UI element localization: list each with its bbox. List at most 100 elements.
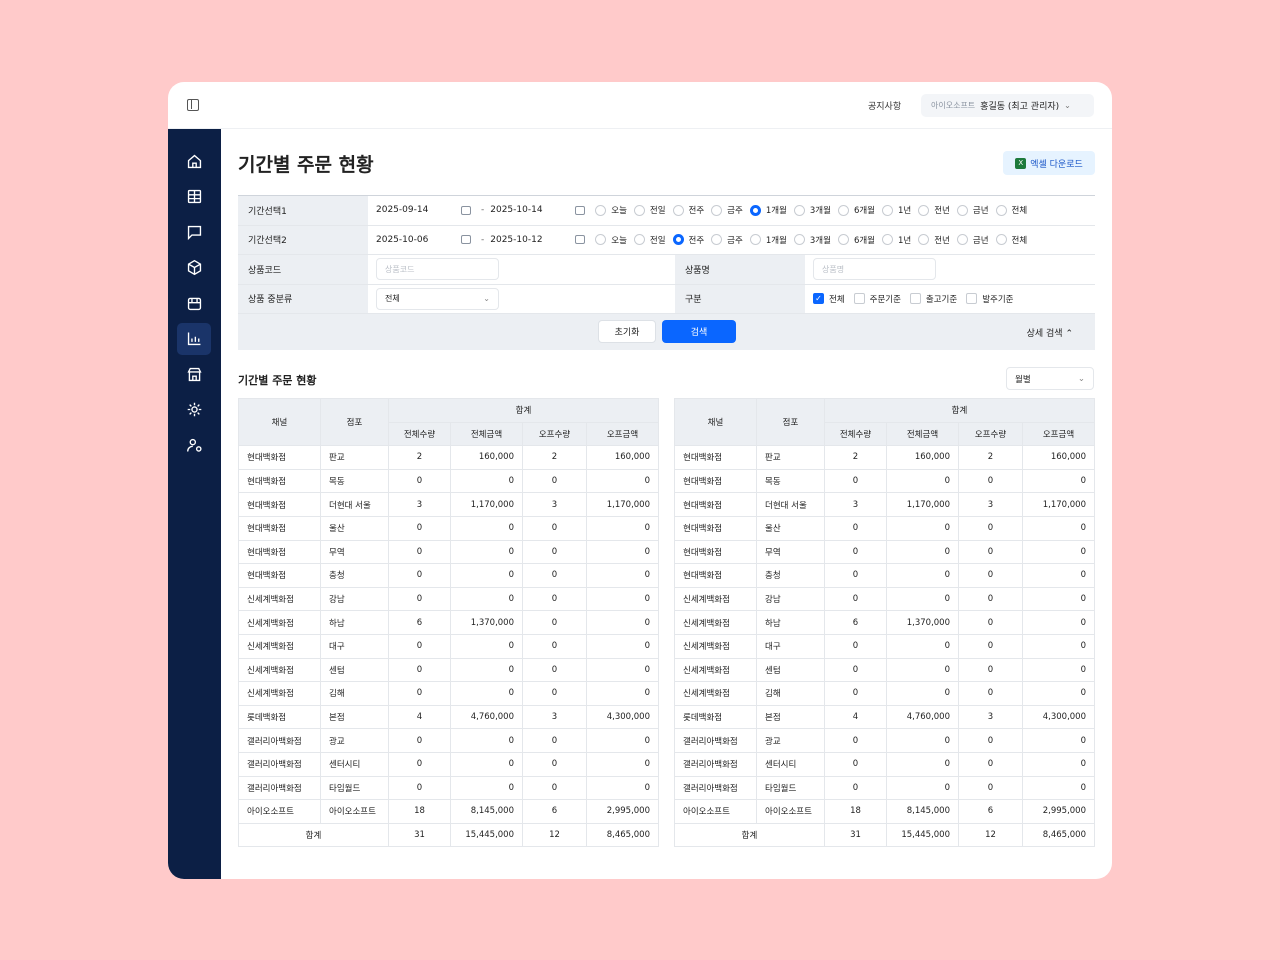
radio-icon[interactable] bbox=[749, 234, 761, 246]
checkbox-icon[interactable]: ✓ bbox=[813, 293, 824, 305]
checkbox-icon[interactable] bbox=[966, 293, 978, 305]
table-cell: 0 bbox=[450, 775, 523, 801]
period1-option[interactable]: 전년 bbox=[918, 204, 950, 216]
radio-icon[interactable] bbox=[633, 234, 645, 246]
radio-icon[interactable] bbox=[672, 234, 684, 246]
checkbox-icon[interactable] bbox=[909, 293, 921, 305]
period2-option[interactable]: 전년 bbox=[918, 234, 950, 246]
radio-icon[interactable] bbox=[837, 234, 849, 246]
table-cell: 현대백화점 bbox=[674, 468, 757, 494]
table-cell: 신세계백화점 bbox=[674, 633, 757, 659]
radio-icon[interactable] bbox=[711, 234, 723, 246]
total-cell: 8,465,000 bbox=[586, 822, 659, 848]
calendar-icon[interactable] bbox=[461, 205, 471, 215]
table-cell: 0 bbox=[1022, 468, 1095, 494]
detail-search-toggle[interactable]: 상세 검색 ⌃ bbox=[1027, 326, 1073, 339]
sidebar-item-home[interactable] bbox=[177, 145, 211, 177]
radio-icon[interactable] bbox=[793, 234, 805, 246]
radio-icon[interactable] bbox=[956, 234, 968, 246]
period2-option[interactable]: 전체 bbox=[995, 234, 1027, 246]
sidebar-item-chat[interactable] bbox=[177, 216, 211, 248]
table-cell: 8,145,000 bbox=[450, 799, 523, 824]
radio-icon[interactable] bbox=[995, 234, 1007, 246]
radio-icon[interactable] bbox=[995, 204, 1007, 216]
detail-search-label: 상세 검색 bbox=[1026, 329, 1063, 339]
sidebar-item-store[interactable] bbox=[177, 358, 211, 390]
radio-icon[interactable] bbox=[749, 204, 761, 216]
period1-option[interactable]: 전체 bbox=[995, 204, 1027, 216]
period1-option[interactable]: 6개월 bbox=[837, 204, 875, 216]
table-cell: 0 bbox=[586, 563, 659, 588]
period1-option[interactable]: 금주 bbox=[711, 204, 743, 216]
radio-icon[interactable] bbox=[882, 234, 893, 246]
user-menu[interactable]: 아이오소프트 홍길동 (최고 관리자) ⌄ bbox=[921, 94, 1094, 117]
radio-icon[interactable] bbox=[793, 204, 805, 216]
period1-from-date[interactable]: 2025-09-14 bbox=[376, 205, 429, 216]
sidebar-toggle-icon[interactable] bbox=[187, 99, 199, 111]
search-button[interactable]: 검색 bbox=[662, 320, 736, 343]
radio-icon[interactable] bbox=[837, 204, 849, 216]
sidebar-item-gear[interactable] bbox=[177, 394, 211, 426]
calendar-icon[interactable] bbox=[575, 235, 586, 245]
category-select[interactable]: 전체 ⌄ bbox=[376, 287, 499, 310]
product-code-input[interactable]: 상품코드 bbox=[376, 258, 499, 281]
period2-from-date[interactable]: 2025-10-06 bbox=[376, 234, 429, 245]
period2-option[interactable]: 전주 bbox=[672, 234, 704, 246]
period2-option[interactable]: 금주 bbox=[711, 234, 743, 246]
sidebar-item-bag[interactable] bbox=[177, 287, 211, 319]
type-option[interactable]: 출고기준 bbox=[909, 293, 957, 305]
chart-icon bbox=[187, 332, 200, 346]
period2-range: 2025-10-06 -2025-10-12 오늘 전일 전주 금주 1개월 3개월 6개월 1년… bbox=[368, 226, 1095, 255]
period2-option[interactable]: 3개월 bbox=[793, 234, 831, 246]
radio-icon[interactable] bbox=[633, 204, 645, 216]
period-select[interactable]: 월별 ⌄ bbox=[1006, 367, 1094, 390]
table-cell: 현대백화점 bbox=[674, 445, 757, 470]
period1-option[interactable]: 금년 bbox=[956, 204, 989, 216]
sidebar-item-chart[interactable] bbox=[177, 322, 211, 355]
radio-icon[interactable] bbox=[595, 234, 607, 246]
period2-option[interactable]: 6개월 bbox=[837, 234, 875, 246]
table-cell: 0 bbox=[388, 515, 451, 541]
period1-option[interactable]: 1개월 bbox=[749, 204, 787, 216]
period2-option[interactable]: 전일 bbox=[633, 234, 666, 246]
period2-option[interactable]: 오늘 bbox=[595, 234, 627, 246]
period1-option[interactable]: 1년 bbox=[882, 204, 911, 216]
sidebar-item-box[interactable] bbox=[177, 252, 211, 284]
radio-icon[interactable] bbox=[711, 204, 723, 216]
radio-icon[interactable] bbox=[918, 204, 930, 216]
table-cell: 0 bbox=[886, 728, 959, 753]
notice-link[interactable]: 공지사항 bbox=[868, 102, 902, 112]
calendar-icon[interactable] bbox=[461, 235, 471, 245]
period1-to-date[interactable]: 2025-10-14 bbox=[490, 205, 543, 216]
checkbox-icon[interactable] bbox=[853, 293, 865, 305]
period2-option[interactable]: 1년 bbox=[882, 234, 911, 246]
radio-icon[interactable] bbox=[882, 204, 893, 216]
button-row: 초기화 검색 상세 검색 ⌃ bbox=[238, 314, 1095, 350]
period1-option[interactable]: 전일 bbox=[633, 204, 666, 216]
reset-button[interactable]: 초기화 bbox=[598, 320, 656, 343]
table-cell: 18 bbox=[388, 799, 451, 824]
period1-option[interactable]: 전주 bbox=[672, 204, 704, 216]
type-option[interactable]: 발주기준 bbox=[966, 293, 1013, 305]
type-option[interactable]: ✓ 전체 bbox=[813, 293, 845, 305]
sidebar-item-table[interactable] bbox=[177, 181, 211, 213]
sidebar-item-user-settings[interactable] bbox=[177, 429, 211, 461]
period1-option[interactable]: 3개월 bbox=[793, 204, 831, 216]
table-cell: 0 bbox=[388, 468, 451, 494]
product-name-input[interactable]: 상품명 bbox=[813, 258, 936, 281]
table-cell: 0 bbox=[586, 633, 659, 659]
excel-download-button[interactable]: X 엑셀 다운로드 bbox=[1003, 151, 1095, 175]
period1-option[interactable]: 오늘 bbox=[595, 204, 627, 216]
period2-option[interactable]: 1개월 bbox=[749, 234, 787, 246]
type-option[interactable]: 주문기준 bbox=[853, 293, 901, 305]
table-cell: 0 bbox=[586, 775, 659, 801]
radio-icon[interactable] bbox=[918, 234, 930, 246]
radio-icon[interactable] bbox=[595, 204, 607, 216]
table-cell: 무역 bbox=[320, 539, 389, 565]
radio-icon[interactable] bbox=[956, 204, 968, 216]
calendar-icon[interactable] bbox=[575, 205, 586, 215]
period2-to-date[interactable]: 2025-10-12 bbox=[490, 234, 543, 245]
period2-option[interactable]: 금년 bbox=[956, 234, 989, 246]
category-value: 전체 bbox=[385, 294, 400, 304]
radio-icon[interactable] bbox=[672, 204, 684, 216]
